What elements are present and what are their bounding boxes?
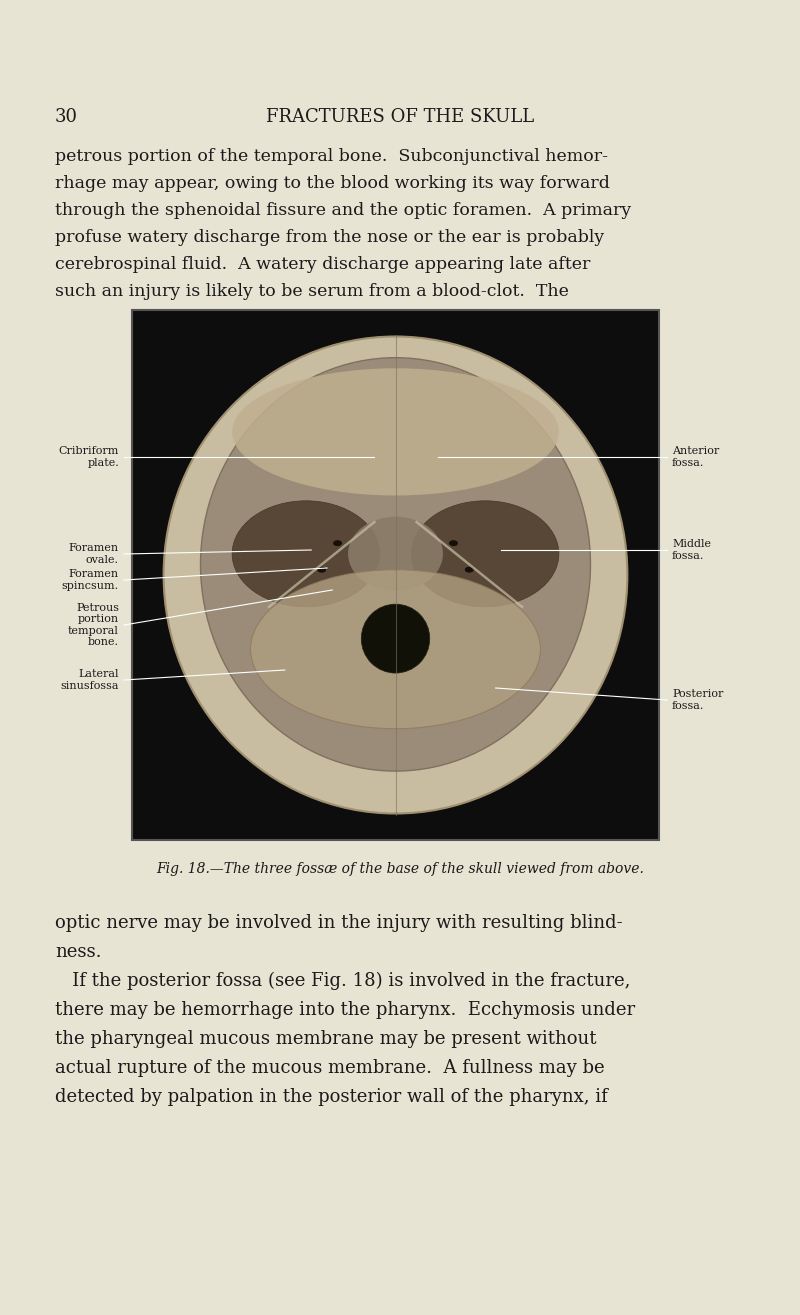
Text: cerebrospinal fluid.  A watery discharge appearing late after: cerebrospinal fluid. A watery discharge … xyxy=(55,256,590,274)
Ellipse shape xyxy=(250,569,541,729)
Text: Foramen
ovale.: Foramen ovale. xyxy=(69,543,119,564)
Ellipse shape xyxy=(201,358,590,771)
Text: profuse watery discharge from the nose or the ear is probably: profuse watery discharge from the nose o… xyxy=(55,229,604,246)
Text: 30: 30 xyxy=(55,108,78,126)
Ellipse shape xyxy=(333,540,342,546)
Text: Posterior
fossa.: Posterior fossa. xyxy=(672,689,723,710)
Text: detected by palpation in the posterior wall of the pharynx, if: detected by palpation in the posterior w… xyxy=(55,1088,608,1106)
Text: petrous portion of the temporal bone.  Subconjunctival hemor-: petrous portion of the temporal bone. Su… xyxy=(55,149,608,164)
Text: Fig. 18.—The three fossæ of the base of the skull viewed from above.: Fig. 18.—The three fossæ of the base of … xyxy=(156,863,644,876)
Ellipse shape xyxy=(232,368,559,496)
Text: ness.: ness. xyxy=(55,943,102,961)
Text: optic nerve may be involved in the injury with resulting blind-: optic nerve may be involved in the injur… xyxy=(55,914,622,932)
Bar xyxy=(132,310,659,840)
Ellipse shape xyxy=(465,567,474,573)
Ellipse shape xyxy=(411,501,559,606)
Ellipse shape xyxy=(449,540,458,546)
Ellipse shape xyxy=(232,501,380,606)
Ellipse shape xyxy=(318,567,326,573)
Text: Middle
fossa.: Middle fossa. xyxy=(672,539,711,560)
Ellipse shape xyxy=(164,337,627,814)
Text: rhage may appear, owing to the blood working its way forward: rhage may appear, owing to the blood wor… xyxy=(55,175,610,192)
Text: Cribriform
plate.: Cribriform plate. xyxy=(58,446,119,468)
Text: such an injury is likely to be serum from a blood-clot.  The: such an injury is likely to be serum fro… xyxy=(55,283,569,300)
Text: If the posterior fossa (see Fig. 18) is involved in the fracture,: If the posterior fossa (see Fig. 18) is … xyxy=(55,972,630,990)
Text: Petrous
portion
temporal
bone.: Petrous portion temporal bone. xyxy=(68,604,119,647)
Text: there may be hemorrhage into the pharynx.  Ecchymosis under: there may be hemorrhage into the pharynx… xyxy=(55,1001,635,1019)
Text: Lateral
sinusfossa: Lateral sinusfossa xyxy=(61,669,119,690)
Text: Foramen
spincsum.: Foramen spincsum. xyxy=(62,569,119,590)
Ellipse shape xyxy=(362,604,430,673)
Text: actual rupture of the mucous membrane.  A fullness may be: actual rupture of the mucous membrane. A… xyxy=(55,1059,605,1077)
Text: the pharyngeal mucous membrane may be present without: the pharyngeal mucous membrane may be pr… xyxy=(55,1030,597,1048)
Text: through the sphenoidal fissure and the optic foramen.  A primary: through the sphenoidal fissure and the o… xyxy=(55,203,631,220)
Text: FRACTURES OF THE SKULL: FRACTURES OF THE SKULL xyxy=(266,108,534,126)
Ellipse shape xyxy=(348,517,443,590)
Text: Anterior
fossa.: Anterior fossa. xyxy=(672,446,719,468)
